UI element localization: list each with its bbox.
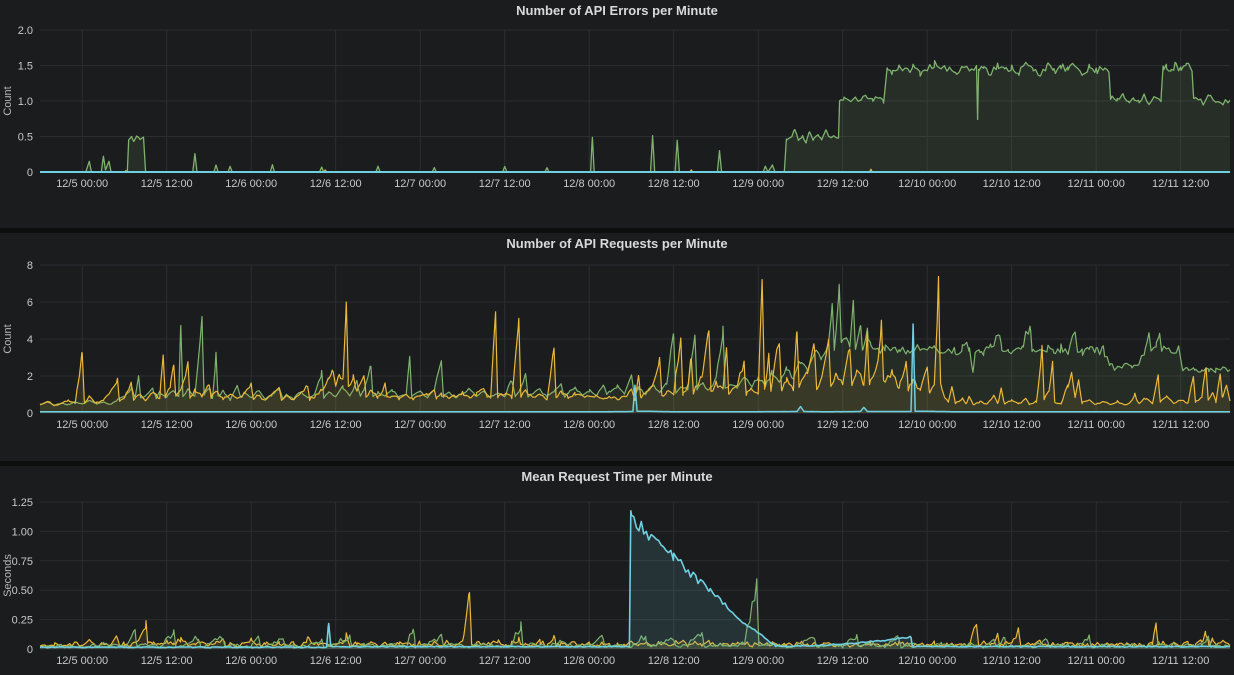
x-tick-label: 12/10 12:00 — [983, 178, 1041, 190]
panel-title-api-errors[interactable]: Number of API Errors per Minute — [516, 3, 718, 18]
x-tick-label: 12/6 00:00 — [225, 178, 277, 190]
chart-canvas-mean-request-time[interactable]: 1.25 1.00 0.75 0.50 0.25 0 12/5 00:00 12/5 12:0… — [0, 488, 1234, 675]
panel-api-requests: Number of API Requests per Minute 8 6 4 2 0 1… — [0, 233, 1234, 461]
x-tick-label: 12/9 00:00 — [732, 419, 784, 431]
x-tick-label: 12/5 12:00 — [141, 178, 193, 190]
y-tick-label: 1.25 — [12, 497, 33, 509]
series-fill-requests-yellow — [40, 276, 1230, 413]
x-tick-label: 12/7 12:00 — [479, 419, 531, 431]
x-tick-label: 12/5 00:00 — [56, 419, 108, 431]
x-tick-label: 12/6 12:00 — [310, 178, 362, 190]
x-tick-label: 12/7 00:00 — [394, 419, 446, 431]
y-tick-label: 2 — [27, 371, 33, 383]
y-tick-label: 0.25 — [12, 615, 33, 627]
series-line-mean-time-cyan — [39, 510, 1231, 649]
x-tick-label: 12/5 00:00 — [56, 655, 108, 667]
y-tick-label: 0.75 — [12, 556, 33, 568]
x-tick-label: 12/10 00:00 — [898, 655, 956, 667]
panel-mean-request-time: Mean Request Time per Minute 1.25 1.00 0.7… — [0, 466, 1234, 675]
x-tick-label: 12/9 00:00 — [732, 178, 784, 190]
x-tick-label: 12/6 00:00 — [225, 419, 277, 431]
x-tick-label: 12/10 12:00 — [983, 419, 1041, 431]
y-axis-title: Seconds — [2, 554, 14, 597]
series-fill-mean-time-cyan — [40, 510, 1230, 649]
x-tick-label: 12/7 00:00 — [394, 178, 446, 190]
x-tick-label: 12/6 12:00 — [310, 655, 362, 667]
x-tick-label: 12/7 00:00 — [394, 655, 446, 667]
series-line-requests-cyan — [40, 323, 1230, 413]
x-tick-label: 12/6 12:00 — [310, 419, 362, 431]
series-fill-errors-green — [40, 60, 1230, 173]
x-tick-label: 12/8 12:00 — [648, 655, 700, 667]
panel-api-errors: Number of API Errors per Minute 2.0 1.5 1.… — [0, 0, 1234, 228]
x-tick-label: 12/11 00:00 — [1068, 655, 1125, 667]
x-tick-label: 12/9 12:00 — [817, 178, 869, 190]
y-axis-title: Count — [2, 324, 14, 353]
x-tick-label: 12/10 00:00 — [898, 178, 956, 190]
series-line-mean-time-yellow — [39, 592, 1231, 648]
x-tick-label: 12/5 12:00 — [141, 655, 193, 667]
x-tick-label: 12/11 12:00 — [1152, 419, 1209, 431]
x-tick-label: 12/7 12:00 — [479, 655, 531, 667]
y-tick-label: 2.0 — [18, 25, 33, 37]
x-tick-label: 12/9 12:00 — [817, 419, 869, 431]
y-tick-label: 1.00 — [12, 526, 33, 538]
x-tick-label: 12/10 12:00 — [983, 655, 1041, 667]
y-tick-label: 8 — [27, 260, 33, 272]
y-tick-label: 6 — [27, 297, 33, 309]
x-tick-label: 12/11 00:00 — [1068, 178, 1125, 190]
x-tick-label: 12/8 00:00 — [563, 178, 615, 190]
series-line-requests-yellow — [39, 275, 1231, 406]
x-tick-label: 12/9 00:00 — [732, 655, 784, 667]
x-tick-label: 12/8 12:00 — [648, 178, 700, 190]
y-tick-label: 0 — [27, 167, 33, 179]
panel-title-api-requests[interactable]: Number of API Requests per Minute — [506, 236, 728, 251]
y-tick-label: 1.5 — [18, 61, 33, 73]
x-tick-label: 12/8 00:00 — [563, 655, 615, 667]
x-tick-label: 12/8 00:00 — [563, 419, 615, 431]
x-tick-label: 12/11 12:00 — [1152, 655, 1209, 667]
y-tick-label: 0.5 — [18, 132, 33, 144]
series-fill-requests-cyan — [40, 324, 1230, 413]
series-fill-requests-green — [40, 284, 1230, 413]
chart-canvas-api-requests[interactable]: 8 6 4 2 0 12/5 00:00 12/5 12:00 12/6 00:00 12/6 … — [0, 255, 1234, 461]
x-tick-label: 12/5 12:00 — [141, 419, 193, 431]
y-tick-label: 1.0 — [18, 96, 33, 108]
x-tick-label: 12/5 00:00 — [56, 178, 108, 190]
y-tick-label: 0 — [27, 644, 33, 656]
y-axis-title: Count — [2, 86, 14, 115]
x-tick-label: 12/10 00:00 — [898, 419, 956, 431]
x-tick-label: 12/11 00:00 — [1068, 419, 1125, 431]
x-tick-label: 12/7 12:00 — [479, 178, 531, 190]
x-tick-label: 12/9 12:00 — [817, 655, 869, 667]
y-tick-label: 0.50 — [12, 585, 33, 597]
y-tick-label: 4 — [27, 334, 33, 346]
y-tick-label: 0 — [27, 408, 33, 420]
x-tick-label: 12/11 12:00 — [1152, 178, 1209, 190]
x-tick-label: 12/8 12:00 — [648, 419, 700, 431]
panel-title-mean-request-time[interactable]: Mean Request Time per Minute — [521, 469, 713, 484]
x-tick-label: 12/6 00:00 — [225, 655, 277, 667]
chart-canvas-api-errors[interactable]: 2.0 1.5 1.0 0.5 0 12/5 00:00 12/5 12:00 12/6 00… — [0, 22, 1234, 228]
